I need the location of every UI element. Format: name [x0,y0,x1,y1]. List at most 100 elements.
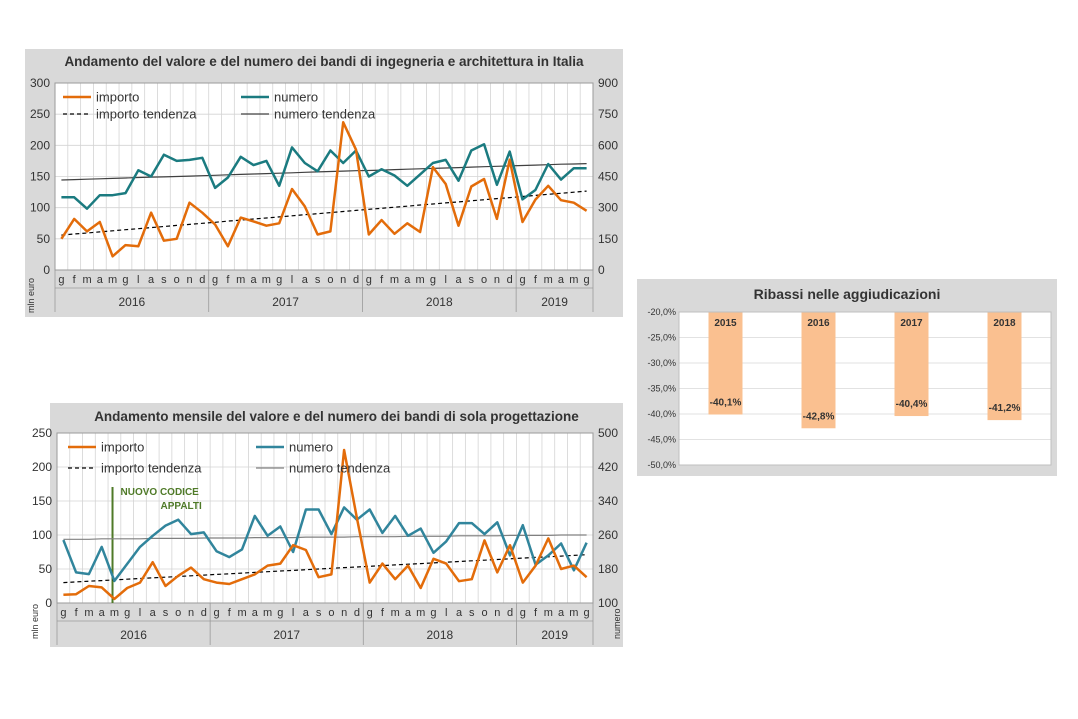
x-tick-label: d [507,607,513,619]
year-label: 2019 [541,295,568,309]
y2-tick-label: 0 [598,263,605,277]
y2-tick-label: 150 [598,232,618,246]
x-tick-label: n [186,274,192,286]
x-tick-label: o [481,607,487,619]
x-tick-label: m [263,607,272,619]
x-tick-label: g [520,607,526,619]
series-importo-line [60,121,588,258]
x-tick-label: m [82,274,91,286]
x-tick-label: l [139,607,141,619]
plot-border [678,311,1052,466]
x-tick-label: f [75,607,79,619]
x-tick-label: f [380,274,384,286]
x-tick-label: g [584,274,590,286]
y2-tick-label: 750 [598,107,618,121]
y-tick-label: 50 [39,562,53,576]
legend-label-numero-tendenza: numero tendenza [289,461,391,476]
legend-label-importo-tendenza: importo tendenza [96,107,197,122]
x-tick-label: g [124,607,130,619]
bar [801,312,836,429]
data-label: -41,2% [989,403,1021,414]
year-label: 2019 [541,628,568,642]
x-tick-label: m [391,607,400,619]
x-tick-label: a [558,274,565,286]
y-tick-label: 0 [43,263,50,277]
category-label: 2015 [714,318,737,329]
x-tick-label: a [558,607,565,619]
y2-tick-label: 100 [598,596,618,610]
x-tick-label: g [276,274,282,286]
x-tick-label: f [534,607,538,619]
x-tick-label: n [188,607,194,619]
x-tick-label: a [148,274,155,286]
y-tick-label: 150 [30,170,50,184]
annotation-text: APPALTI [161,501,203,512]
x-tick-label: s [315,274,321,286]
y-tick-label: 300 [30,76,50,90]
x-tick-label: d [201,607,207,619]
x-tick-label: s [163,607,169,619]
x-tick-label: g [584,607,590,619]
x-tick-label: m [569,274,578,286]
x-tick-label: s [161,274,167,286]
x-tick-label: a [150,607,157,619]
chart-panel-ribassi: Ribassi nelle aggiudicazioni -20,0% -25,0… [637,279,1057,476]
y-tick-label: -40,0% [647,409,676,419]
x-tick-label: m [236,274,245,286]
x-tick-label: o [174,274,180,286]
x-tick-label: g [213,607,219,619]
y-tick-label: -25,0% [647,333,676,343]
x-tick-label: g [519,274,525,286]
x-tick-label: m [84,607,93,619]
plot-border [56,432,594,604]
year-label: 2018 [427,628,454,642]
y2-tick-label: 450 [598,170,618,184]
x-tick-label: m [390,274,399,286]
x-tick-label: m [108,274,117,286]
x-tick-label: m [416,607,425,619]
bar [894,312,929,417]
x-tick-label: l [292,607,294,619]
x-tick-label: m [569,607,578,619]
x-tick-label: l [291,274,293,286]
legend-label-importo: importo [96,90,139,105]
x-tick-label: g [60,607,66,619]
y-tick-label: 150 [32,494,52,508]
year-label: 2017 [272,295,299,309]
x-tick-label: a [303,607,310,619]
y2-tick-label: 260 [598,528,618,542]
y2-tick-label: 180 [598,562,618,576]
y2-tick-label: 900 [598,76,618,90]
series-importo-tendenza-line [61,190,587,236]
x-tick-label: o [327,274,333,286]
legend-label-numero: numero [289,440,333,455]
y-tick-label: 200 [32,460,52,474]
x-tick-label: g [212,274,218,286]
category-label: 2017 [900,318,923,329]
chart-plot-ribassi: -20,0% -25,0% -30,0% -35,0% -40,0% -45,0% -50,… [647,307,1052,470]
data-label: -40,1% [710,398,742,409]
year-label: 2016 [119,295,146,309]
y-tick-label: -35,0% [647,384,676,394]
x-tick-label: m [415,274,424,286]
x-tick-label: g [430,274,436,286]
x-tick-label: f [534,274,538,286]
chart-title: Ribassi nelle aggiudicazioni [753,286,941,302]
y-tick-label: 100 [32,528,52,542]
x-tick-label: a [252,607,259,619]
x-tick-label: a [97,274,104,286]
y-tick-label: -45,0% [647,435,676,445]
x-tick-label: a [455,274,462,286]
y2-tick-label: 340 [598,494,618,508]
x-tick-label: o [481,274,487,286]
y-tick-label: 250 [30,107,50,121]
x-tick-label: n [494,274,500,286]
x-tick-label: n [341,607,347,619]
year-label: 2016 [120,628,147,642]
y-tick-label: 50 [37,232,51,246]
bar [708,312,743,415]
y2-axis-title: numero [612,608,622,639]
x-tick-label: l [137,274,139,286]
